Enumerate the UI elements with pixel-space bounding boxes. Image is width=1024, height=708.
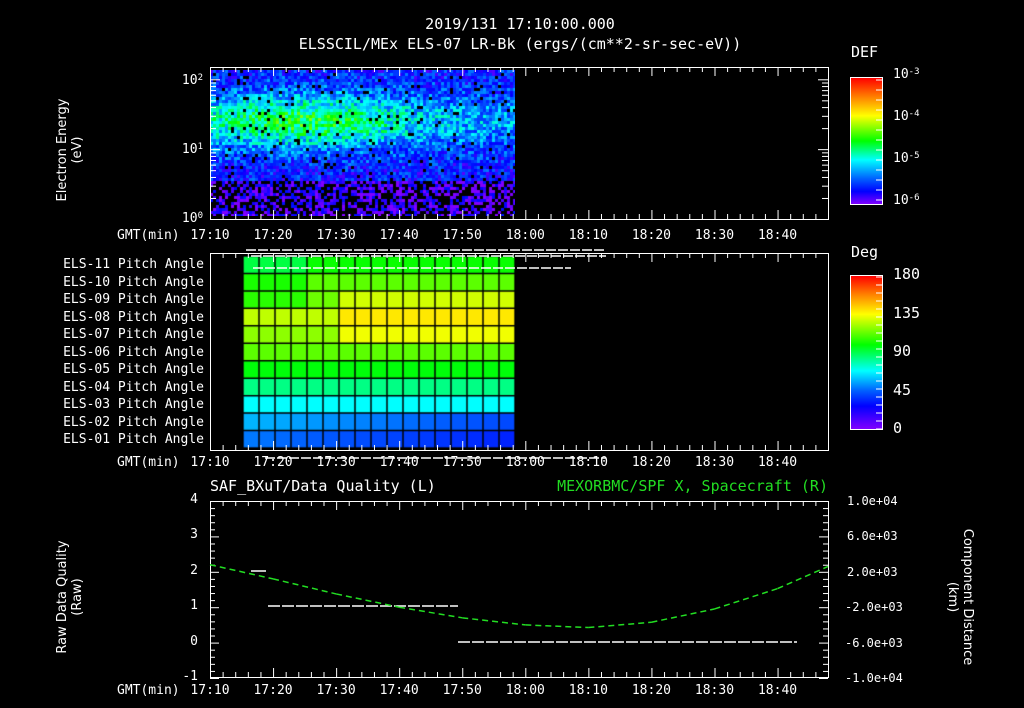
ytick-1e2: 102 [181,73,203,88]
panel3-frame [210,501,829,678]
time-tick-label: 18:00 [505,683,545,698]
deg-tick-135: 135 [893,304,921,322]
chart-title: ELSSCIL/MEx ELS-07 LR-Bk (ergs/(cm**2-sr… [298,35,742,53]
time-tick-label: 18:20 [631,228,671,243]
time-tick-label: 17:50 [442,228,482,243]
def-colorbar [850,77,883,205]
right-ytick: 6.0e+03 [847,529,898,544]
deg-tick-0: 0 [893,419,903,437]
time-tick-label: 18:40 [757,228,798,243]
time-tick-label: 17:30 [316,455,356,470]
time-tick-label: 18:40 [757,455,798,470]
left-ytick: 4 [190,492,198,507]
time-tick-label: 17:40 [379,683,419,698]
ytick-1e1: 101 [181,142,203,157]
time-tick-label: 18:00 [505,455,545,470]
time-axis-label: GMT(min) [117,683,180,698]
panel3-right-title: MEXORBMC/SPF X, Spacecraft (R) [557,477,828,495]
time-tick-label: 17:40 [379,455,419,470]
timestamp: 2019/131 17:10:00.000 [425,15,615,33]
pitch-row-label: ELS-08 Pitch Angle [63,309,204,325]
right-ytick: -1.0e+04 [845,671,903,685]
pitch-row-label: ELS-03 Pitch Angle [63,397,204,412]
right-ytick: -2.0e+03 [845,600,903,615]
pitch-row-label: ELS-02 Pitch Angle [63,414,204,430]
time-tick-label: 18:10 [568,228,608,243]
pitch-row-label: ELS-10 Pitch Angle [63,274,204,290]
pitch-row-label: ELS-01 Pitch Angle [63,432,204,447]
energy-spectrogram [210,70,515,216]
panel1-frame [210,67,829,220]
right-ytick: 1.0e+04 [847,494,898,508]
left-ytick: -1 [182,669,198,684]
right-ytick: 2.0e+03 [847,564,898,579]
time-tick-label: 17:50 [442,683,482,698]
time-tick-label: 17:50 [442,455,482,470]
time-tick-label: 18:10 [568,455,608,470]
pitch-row-label: ELS-11 Pitch Angle [63,257,204,272]
time-tick-label: 18:40 [757,683,798,698]
def-tick-1: 10-4 [893,109,920,124]
ytick-1e0: 100 [181,211,203,226]
time-tick-label: 17:20 [253,683,293,698]
left-ytick: 2 [190,562,198,578]
def-tick-3: 10-6 [893,193,920,208]
time-tick-label: 17:10 [190,455,230,470]
time-tick-label: 18:20 [631,455,671,470]
time-axis-label: GMT(min) [117,228,180,243]
time-tick-label: 18:20 [631,683,671,698]
pitch-angle-grid [243,256,515,448]
deg-tick-90: 90 [893,342,912,360]
time-tick-label: 17:40 [379,228,419,243]
time-tick-label: 17:20 [253,228,293,243]
deg-tick-180: 180 [893,265,921,283]
time-tick-label: 17:10 [190,683,230,698]
time-tick-label: 18:10 [568,683,608,698]
right-ytick: -6.0e+03 [845,635,903,650]
left-ytick: 3 [190,527,198,543]
def-tick-2: 10-5 [893,151,920,166]
pitch-row-label: ELS-07 Pitch Angle [63,327,204,342]
time-tick-label: 18:30 [694,228,735,243]
time-tick-label: 18:00 [505,228,545,243]
time-tick-label: 17:10 [190,228,230,243]
time-tick-label: 17:30 [316,228,356,243]
pitch-row-label: ELS-06 Pitch Angle [63,344,204,360]
deg-tick-45: 45 [893,381,912,399]
panel3-left-title: SAF_BXuT/Data Quality (L) [210,477,436,495]
def-colorbar-title: DEF [851,43,879,61]
pitch-row-label: ELS-04 Pitch Angle [63,379,204,395]
pitch-row-label: ELS-09 Pitch Angle [63,292,204,307]
time-axis-label: GMT(min) [117,455,180,470]
panel2-frame [210,253,829,451]
time-tick-label: 18:30 [694,455,735,470]
time-tick-label: 17:20 [253,455,293,470]
deg-colorbar-title: Deg [851,243,879,261]
left-ytick: 1 [190,598,198,614]
pitch-row-label: ELS-05 Pitch Angle [63,362,204,377]
left-ytick: 0 [190,633,198,649]
time-tick-label: 17:30 [316,683,356,698]
time-tick-label: 18:30 [694,683,735,698]
def-tick-0: 10-3 [893,67,920,82]
